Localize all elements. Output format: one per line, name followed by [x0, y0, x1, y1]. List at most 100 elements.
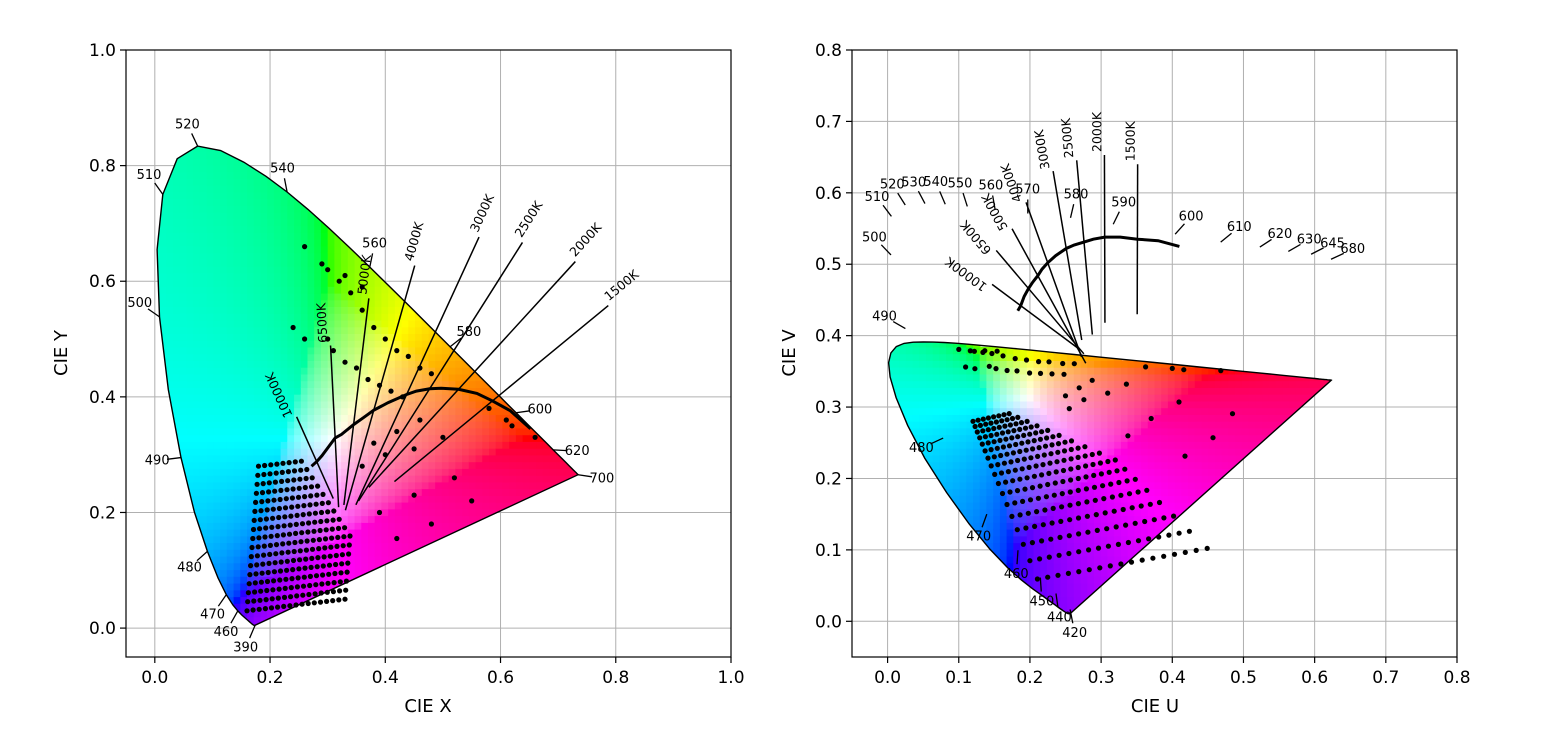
- data-point: [270, 587, 276, 593]
- data-point: [1009, 415, 1016, 422]
- data-point: [252, 580, 258, 586]
- spectral-locus: [887, 341, 1333, 615]
- data-point: [1023, 357, 1030, 363]
- data-point: [294, 584, 300, 590]
- data-point: [328, 544, 334, 550]
- data-point: [289, 495, 295, 501]
- data-point: [306, 591, 312, 598]
- data-point: [324, 589, 330, 595]
- data-point: [1052, 480, 1058, 486]
- data-point: [1229, 411, 1236, 417]
- planckian-locus: [310, 386, 532, 468]
- data-point: [1089, 377, 1095, 383]
- data-point: [1068, 477, 1074, 483]
- data-point: [1055, 572, 1061, 578]
- y-tick-label: 0.2: [815, 469, 842, 489]
- y-tick-label: 0.6: [815, 184, 842, 204]
- data-point: [294, 593, 300, 599]
- cct-label: 2500K: [511, 197, 546, 239]
- data-point: [252, 508, 258, 514]
- data-point: [313, 573, 320, 579]
- data-point: [255, 544, 261, 550]
- data-point: [278, 559, 284, 565]
- data-point: [1111, 508, 1117, 514]
- data-point: [267, 542, 273, 549]
- data-point: [347, 533, 353, 539]
- wavelength-label: 680: [1340, 242, 1365, 257]
- data-point: [273, 542, 280, 548]
- data-point: [1060, 467, 1067, 474]
- data-point: [400, 394, 406, 400]
- data-point: [1049, 442, 1055, 448]
- data-point: [342, 272, 348, 279]
- data-point: [1098, 471, 1104, 477]
- data-point: [323, 527, 329, 533]
- data-point: [353, 365, 360, 371]
- y-tick-label: 0.3: [815, 398, 842, 418]
- data-point: [1067, 489, 1073, 495]
- data-point: [1045, 481, 1051, 488]
- data-point: [303, 475, 309, 482]
- data-point: [982, 348, 988, 354]
- data-point: [285, 469, 291, 475]
- data-point: [342, 359, 348, 365]
- data-point: [295, 575, 301, 581]
- x-tick-label: 0.3: [1088, 668, 1115, 688]
- data-point: [335, 525, 342, 532]
- data-point: [1053, 469, 1059, 475]
- data-point: [275, 524, 281, 530]
- data-point: [337, 588, 343, 594]
- data-point: [986, 363, 992, 369]
- data-point: [1054, 459, 1060, 465]
- data-point: [263, 597, 269, 603]
- data-point: [1204, 545, 1210, 552]
- data-point: [337, 579, 343, 585]
- data-point: [301, 574, 307, 580]
- isotemperature-line: [1052, 170, 1083, 341]
- data-point: [1046, 554, 1052, 560]
- data-point: [1171, 513, 1177, 519]
- isotemperature-line: [991, 283, 1079, 349]
- data-point: [263, 516, 269, 522]
- data-point: [287, 603, 293, 609]
- data-point: [1055, 441, 1062, 447]
- data-point: [411, 446, 417, 452]
- data-point: [268, 462, 274, 468]
- data-point: [1085, 529, 1091, 535]
- data-point: [991, 454, 997, 460]
- wavelength-label: 530: [901, 175, 926, 190]
- data-point: [974, 429, 980, 435]
- data-point: [291, 468, 298, 474]
- data-point: [309, 546, 316, 552]
- data-point: [282, 585, 288, 592]
- data-point: [1009, 435, 1015, 441]
- data-point: [265, 569, 271, 576]
- wavelength-label: 620: [565, 444, 590, 459]
- wavelength-tick: [1287, 243, 1301, 252]
- data-point: [1055, 449, 1061, 455]
- data-point: [1075, 454, 1081, 460]
- cct-label: 5000K: [354, 253, 374, 295]
- wavelength-label: 440: [1047, 610, 1072, 625]
- data-point: [1039, 472, 1045, 478]
- data-point: [259, 490, 266, 496]
- wavelength-label: 700: [589, 471, 614, 486]
- y-tick-label: 1.0: [89, 41, 116, 61]
- data-point: [311, 600, 317, 606]
- data-point: [1044, 435, 1050, 441]
- data-point: [268, 605, 275, 611]
- data-point: [279, 469, 285, 475]
- wavelength-label: 490: [872, 310, 897, 325]
- spectral-locus-fill: [156, 145, 580, 626]
- wavelength-tick: [892, 321, 906, 330]
- y-axis-label: CIE Y: [51, 329, 72, 376]
- data-point: [1083, 474, 1089, 480]
- wavelength-label: 600: [1179, 209, 1204, 224]
- data-point: [977, 435, 983, 441]
- data-point: [1118, 492, 1124, 498]
- data-point: [284, 567, 290, 573]
- wavelength-tick: [578, 474, 593, 478]
- data-point: [332, 570, 338, 577]
- wavelength-label: 480: [909, 441, 934, 456]
